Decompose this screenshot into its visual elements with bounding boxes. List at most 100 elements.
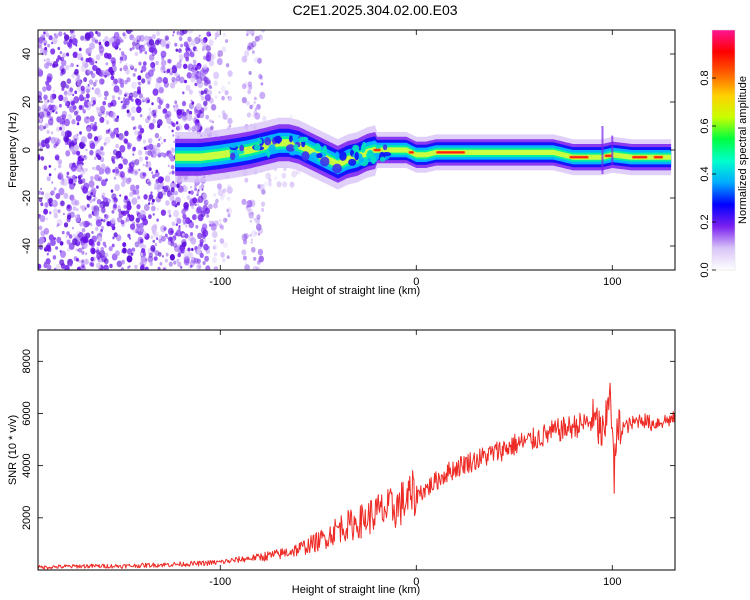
noise-speck [151, 102, 154, 106]
noise-speck [96, 108, 102, 115]
noise-speck [206, 31, 211, 37]
noise-speck [252, 113, 256, 118]
noise-speck [103, 69, 108, 76]
spectrogram-axes: -100 0 100 -40 -20 0 20 40 [21, 30, 675, 288]
noise-speck [247, 208, 253, 216]
spectrogram-x-axis-label: Height of straight line (km) [292, 285, 420, 297]
noise-speck [81, 241, 88, 249]
noise-speck [148, 107, 151, 111]
noise-speck [212, 256, 217, 264]
noise-speck [208, 119, 212, 123]
noise-speck [161, 55, 165, 61]
noise-speck [99, 78, 105, 85]
noise-speck [144, 35, 149, 41]
noise-speck [218, 218, 222, 223]
noise-speck [161, 235, 166, 242]
noise-speck [178, 48, 182, 53]
noise-speck [85, 47, 92, 56]
noise-speck [111, 199, 115, 203]
noise-speck [42, 37, 46, 41]
noise-speck [85, 232, 91, 239]
noise-speck [78, 105, 83, 111]
noise-speck [222, 241, 228, 249]
noise-speck [140, 252, 144, 257]
noise-speck [45, 137, 50, 144]
noise-speck [289, 181, 295, 189]
noise-speck [157, 124, 161, 129]
noise-speck [144, 266, 149, 270]
ridge-blob [316, 153, 323, 159]
noise-speck [208, 59, 215, 67]
spectrogram-y-axis-label: Frequency (Hz) [7, 112, 19, 188]
noise-speck [208, 84, 212, 89]
noise-speck [226, 208, 230, 213]
noise-speck [113, 197, 118, 204]
noise-speck [82, 109, 86, 114]
noise-speck [58, 164, 62, 169]
noise-speck [127, 145, 131, 150]
noise-speck [212, 244, 218, 251]
noise-speck [180, 248, 185, 254]
noise-speck [85, 69, 91, 76]
noise-speck [64, 64, 70, 71]
noise-speck [136, 204, 141, 210]
noise-speck [227, 184, 232, 190]
noise-speck [177, 261, 182, 267]
noise-speck [175, 121, 179, 125]
noise-speck [38, 111, 45, 119]
noise-speck [112, 169, 116, 173]
spectrogram-y-tick-label: 0 [21, 147, 33, 153]
noise-speck [227, 213, 231, 218]
noise-speck [120, 105, 125, 110]
noise-speck [102, 101, 106, 106]
noise-speck [258, 73, 263, 79]
noise-speck [95, 88, 99, 93]
noise-speck [78, 47, 82, 52]
snr-panel: -100 0 100 2000 4000 6000 8000 Height of strai… [7, 329, 676, 596]
noise-speck [43, 31, 46, 35]
noise-speck [137, 195, 141, 200]
noise-speck [117, 205, 121, 210]
noise-speck [138, 93, 143, 99]
noise-speck [213, 220, 219, 227]
noise-speck [93, 136, 99, 142]
noise-speck [213, 266, 219, 270]
noise-speck [58, 103, 62, 108]
noise-speck [74, 138, 77, 142]
noise-speck [143, 43, 146, 47]
noise-speck [82, 96, 87, 102]
noise-speck [154, 243, 158, 247]
noise-speck [126, 30, 132, 35]
noise-speck [181, 101, 187, 107]
noise-speck [181, 239, 187, 246]
noise-speck [151, 171, 154, 175]
ridge-blob [288, 150, 297, 156]
noise-speck [71, 38, 78, 46]
noise-speck [56, 219, 63, 227]
noise-speck [40, 202, 44, 207]
ridge-blob [314, 143, 321, 152]
noise-speck [226, 255, 230, 259]
noise-speck [51, 41, 54, 45]
noise-speck [156, 98, 159, 102]
noise-speck [95, 219, 102, 227]
noise-speck [168, 214, 172, 218]
noise-speck [50, 48, 56, 55]
noise-speck [59, 259, 65, 266]
noise-speck [180, 265, 183, 269]
noise-speck [251, 103, 255, 108]
noise-speck [226, 186, 233, 194]
noise-speck [123, 138, 128, 144]
noise-speck [176, 218, 182, 225]
noise-speck [95, 30, 98, 35]
noise-speck [197, 80, 204, 89]
noise-speck [221, 192, 226, 198]
noise-speck [80, 166, 83, 170]
noise-speck [148, 214, 152, 220]
noise-speck [55, 58, 60, 63]
noise-speck [92, 250, 95, 253]
noise-speck [46, 264, 52, 270]
noise-speck [113, 127, 119, 135]
noise-speck [70, 146, 75, 153]
